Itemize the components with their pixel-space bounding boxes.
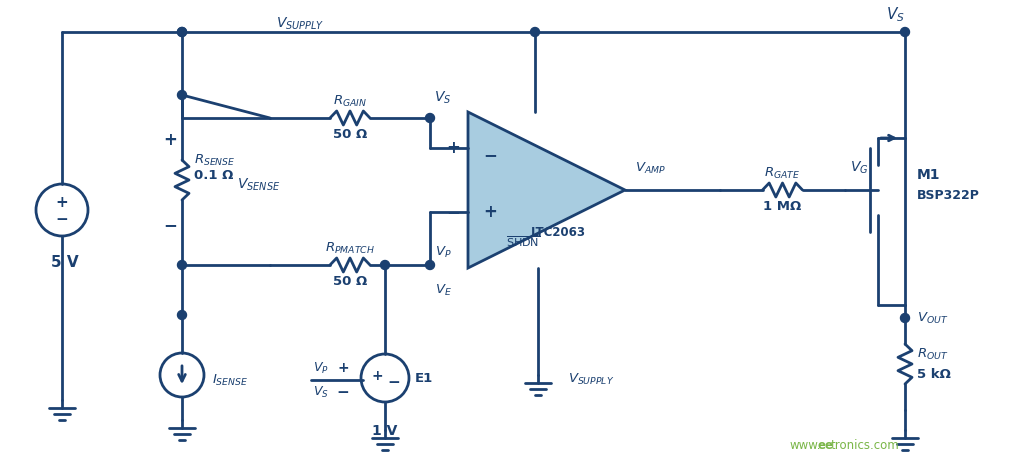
Text: $V_{AMP}$: $V_{AMP}$ [635,161,666,176]
Text: BSP322P: BSP322P [917,189,980,201]
Text: −: − [55,212,69,226]
Polygon shape [468,112,625,268]
Text: 50 Ω: 50 Ω [332,274,367,288]
Text: +: + [55,195,69,209]
Text: $V_{SUPPLY}$: $V_{SUPPLY}$ [276,16,324,32]
Text: −: − [388,374,400,390]
Text: $V_{OUT}$: $V_{OUT}$ [917,310,948,325]
Text: −: − [483,146,497,164]
Text: 5 V: 5 V [51,254,79,270]
Text: $R_{SENSE}$: $R_{SENSE}$ [194,153,236,167]
Text: E1: E1 [415,372,433,384]
Text: −: − [337,384,350,400]
Text: M1: M1 [917,168,941,182]
Circle shape [177,28,187,36]
Text: tronics.com: tronics.com [831,439,900,452]
Text: $R_{GAIN}$: $R_{GAIN}$ [332,94,367,108]
Text: +: + [483,203,497,221]
Circle shape [177,28,187,36]
Circle shape [177,311,187,319]
Text: 5 kΩ: 5 kΩ [917,367,951,380]
Text: $R_{GATE}$: $R_{GATE}$ [764,165,800,181]
Circle shape [901,28,909,36]
Text: $V_S$: $V_S$ [885,5,905,24]
Text: $\overline{\mathrm{SHDN}}$: $\overline{\mathrm{SHDN}}$ [506,235,540,249]
Text: +: + [338,361,349,375]
Text: 1 V: 1 V [372,424,398,438]
Text: $R_{OUT}$: $R_{OUT}$ [917,347,949,361]
Text: 1 MΩ: 1 MΩ [763,200,801,213]
Text: +: + [446,139,460,157]
Text: 50 Ω: 50 Ω [332,128,367,141]
Text: $V_E$: $V_E$ [435,283,451,298]
Circle shape [177,260,187,270]
Text: $V_{SUPPLY}$: $V_{SUPPLY}$ [568,372,615,387]
Circle shape [530,28,540,36]
Circle shape [381,260,390,270]
Text: www.: www. [790,439,822,452]
Text: +: + [371,369,383,383]
Circle shape [426,260,434,270]
Text: $V_{SENSE}$: $V_{SENSE}$ [237,177,280,193]
Text: $V_G$: $V_G$ [850,160,869,176]
Text: +: + [163,131,177,149]
Text: $V_P$: $V_P$ [435,245,451,260]
Circle shape [177,90,187,100]
Text: $V_S$: $V_S$ [434,89,451,106]
Circle shape [901,313,909,323]
Text: 0.1 Ω: 0.1 Ω [194,169,233,182]
Text: $R_{PMATCH}$: $R_{PMATCH}$ [325,241,374,255]
Text: ee: ee [818,439,834,452]
Text: −: − [446,203,460,221]
Circle shape [426,113,434,123]
Text: −: − [163,216,177,234]
Text: $I_{SENSE}$: $I_{SENSE}$ [212,372,248,388]
Text: $V_S$: $V_S$ [313,384,329,400]
Text: $V_P$: $V_P$ [313,361,329,376]
Text: LTC2063: LTC2063 [530,225,586,238]
